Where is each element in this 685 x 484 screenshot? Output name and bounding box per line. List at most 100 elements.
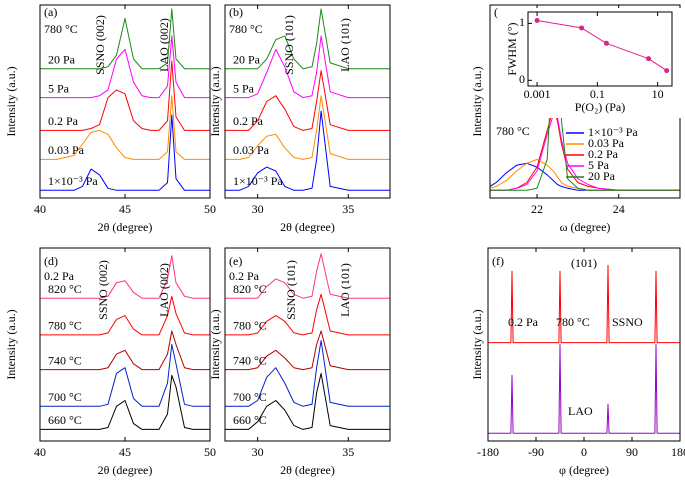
series-label: 660 °C [48,413,82,427]
series-label: 5 Pa [233,81,255,95]
series-line [490,162,680,191]
legend-label: 5 Pa [588,158,610,172]
annotation: 780 °C [556,315,590,329]
point [534,18,540,24]
axes-frame [224,4,391,199]
series-line [40,255,210,299]
series-line [225,372,390,430]
annotation: LAO (101) [338,263,352,317]
annotation: LAO (101) [338,18,352,72]
series-label: 740 °C [233,353,267,367]
x-axis-label: 2θ (degree) [98,220,153,234]
series-label: 700 °C [233,390,267,404]
y-axis-label: FWHM (°) [505,22,519,75]
x-tick-label: 180 [671,445,685,459]
y-axis-label: Intensity (a.u.) [470,309,484,379]
series-line [225,70,390,131]
series-label: 780 °C [233,319,267,333]
series-line [40,330,210,371]
axes-frame [527,11,673,87]
annotation: SSNO (002) [96,260,110,320]
x-tick-label: -180 [477,445,499,459]
x-tick-label: 0.1 [590,87,605,101]
series-line [40,374,210,430]
y-axis-label: Intensity (a.u.) [470,66,484,136]
annotation: LAO (002) [157,18,171,72]
series-line [40,60,210,131]
x-tick-label: 22 [531,202,543,216]
x-axis-label: P(O₂) (Pa) [575,100,626,114]
x-axis-label: 2θ (degree) [98,463,153,477]
point [603,40,609,46]
series-label: 780 °C [48,319,82,333]
panel-label: (d) [44,254,58,268]
legend-label: 20 Pa [588,169,616,183]
series-label: 0.03 Pa [233,143,270,157]
series-line [40,35,210,99]
annotation: 780 °C [44,22,78,36]
x-tick-label: 40 [34,202,46,216]
legend-label: 0.2 Pa [588,147,619,161]
x-axis-label: φ (degree) [559,463,609,477]
panel-label: (e) [229,254,242,268]
annotation: 780 °C [229,22,263,36]
annotation: SSNO (101) [282,15,296,75]
annotation: 0.2 Pa [44,269,75,283]
series-label: 0.2 Pa [233,114,264,128]
x-tick-label: 10 [652,87,664,101]
panel-label: (b) [229,5,243,19]
series-label: 740 °C [48,353,82,367]
x-tick-label: 0.001 [524,87,551,101]
series-line [225,293,390,336]
y-tick-label: 0 [519,72,525,86]
x-axis-label: 2θ (degree) [280,463,335,477]
legend-label: 0.03 Pa [588,136,625,150]
annotation: 0.2 Pa [229,269,260,283]
annotation: 0.2 Pa [508,315,539,329]
x-tick-label: 30 [252,445,264,459]
legend-label: 1×10⁻³ Pa [588,125,638,139]
x-tick-label: 90 [626,445,638,459]
series-line [40,295,210,336]
series-label: SSNO [612,315,643,329]
series-label: 0.2 Pa [48,114,79,128]
x-tick-label: 30 [252,202,264,216]
x-tick-label: 45 [119,445,131,459]
annotation: (101) [571,256,597,270]
y-tick-label: 1 [519,15,525,29]
axes-frame [224,247,391,442]
series-label: 660 °C [233,413,267,427]
series-label: 20 Pa [48,52,76,66]
x-tick-label: 45 [119,202,131,216]
series-label: 20 Pa [233,52,261,66]
series-line [225,95,390,160]
x-tick-label: 24 [613,202,625,216]
series-line [490,108,680,191]
x-axis-label: ω (degree) [560,220,611,234]
series-label: 820 °C [48,282,82,296]
series-line [225,8,390,70]
x-tick-label: 35 [342,202,354,216]
y-axis-label: Intensity (a.u.) [208,66,222,136]
y-axis-label: Intensity (a.u.) [208,309,222,379]
x-tick-label: 50 [204,202,216,216]
annotation: 780 °C [496,124,530,138]
panel-label: (a) [44,5,57,19]
series-label: 5 Pa [48,81,70,95]
point [579,25,585,31]
point [664,68,670,74]
x-tick-label: -90 [528,445,544,459]
x-tick-label: 0 [581,445,587,459]
series-label: LAO [568,404,593,418]
series-line [225,253,390,299]
series-line [488,264,680,344]
series-line [40,95,210,160]
series-label: 820 °C [233,282,267,296]
annotation: SSNO (101) [284,260,298,320]
y-axis-label: Intensity (a.u.) [4,309,18,379]
series-line [225,35,390,99]
series-line [40,114,210,191]
panel-label: (f) [492,254,504,268]
series-line [225,110,390,191]
